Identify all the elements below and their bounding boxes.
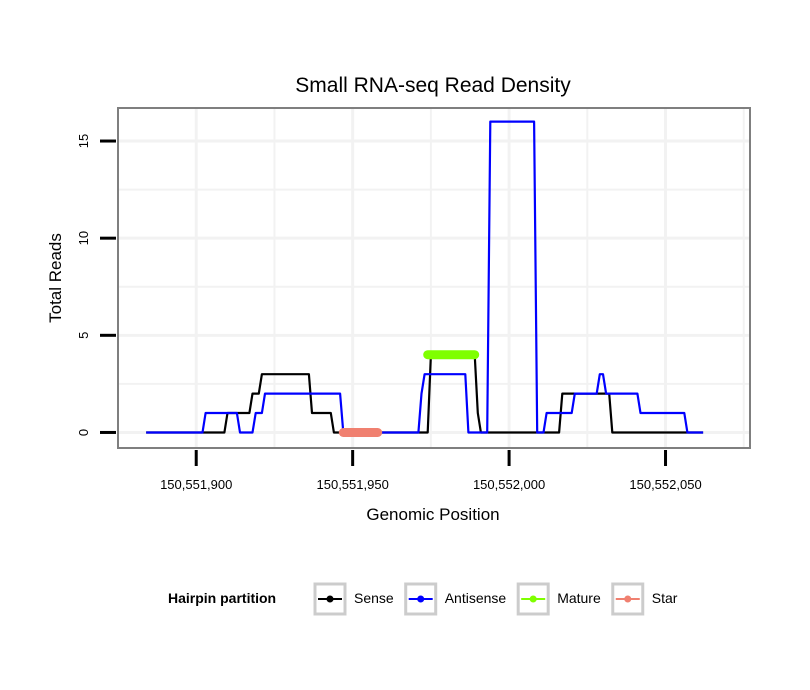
x-tick-label: 150,551,950 [317, 477, 389, 492]
y-tick-label: 10 [76, 231, 91, 245]
plot-panel-border [117, 107, 751, 449]
legend-title: Hairpin partition [168, 590, 276, 606]
legend-key-dot [624, 595, 632, 603]
legend: Hairpin partition Sense Antisense Mature St… [168, 582, 678, 616]
x-axis-label: Genomic Position [366, 505, 499, 524]
legend-label: Antisense [445, 590, 507, 606]
legend-label: Sense [354, 590, 394, 606]
x-axis-ticks: 150,551,900 150,551,950 150,552,000 150,552… [160, 450, 702, 492]
x-tick-label: 150,552,000 [473, 477, 545, 492]
legend-key-dot [529, 595, 537, 603]
legend-item-antisense: Antisense [404, 582, 507, 616]
y-axis-label: Total Reads [46, 233, 65, 323]
series-lines [146, 120, 704, 437]
y-tick-label: 0 [76, 429, 91, 436]
legend-key-dot [417, 595, 425, 603]
grid-lines [118, 108, 750, 448]
legend-item-star: Star [611, 582, 678, 616]
x-tick-label: 150,552,050 [629, 477, 701, 492]
legend-label: Mature [557, 590, 601, 606]
y-tick-label: 15 [76, 134, 91, 148]
chart-title: Small RNA-seq Read Density [295, 74, 571, 97]
legend-key-dot [326, 595, 334, 603]
x-tick-label: 150,551,900 [160, 477, 232, 492]
y-tick-label: 5 [76, 332, 91, 339]
legend-item-mature: Mature [516, 582, 601, 616]
legend-item-sense: Sense [313, 582, 394, 616]
legend-label: Star [652, 590, 678, 606]
y-axis-ticks: 0 5 10 15 [76, 134, 116, 436]
series-line-sense [146, 353, 704, 434]
series-line-antisense [146, 120, 704, 434]
